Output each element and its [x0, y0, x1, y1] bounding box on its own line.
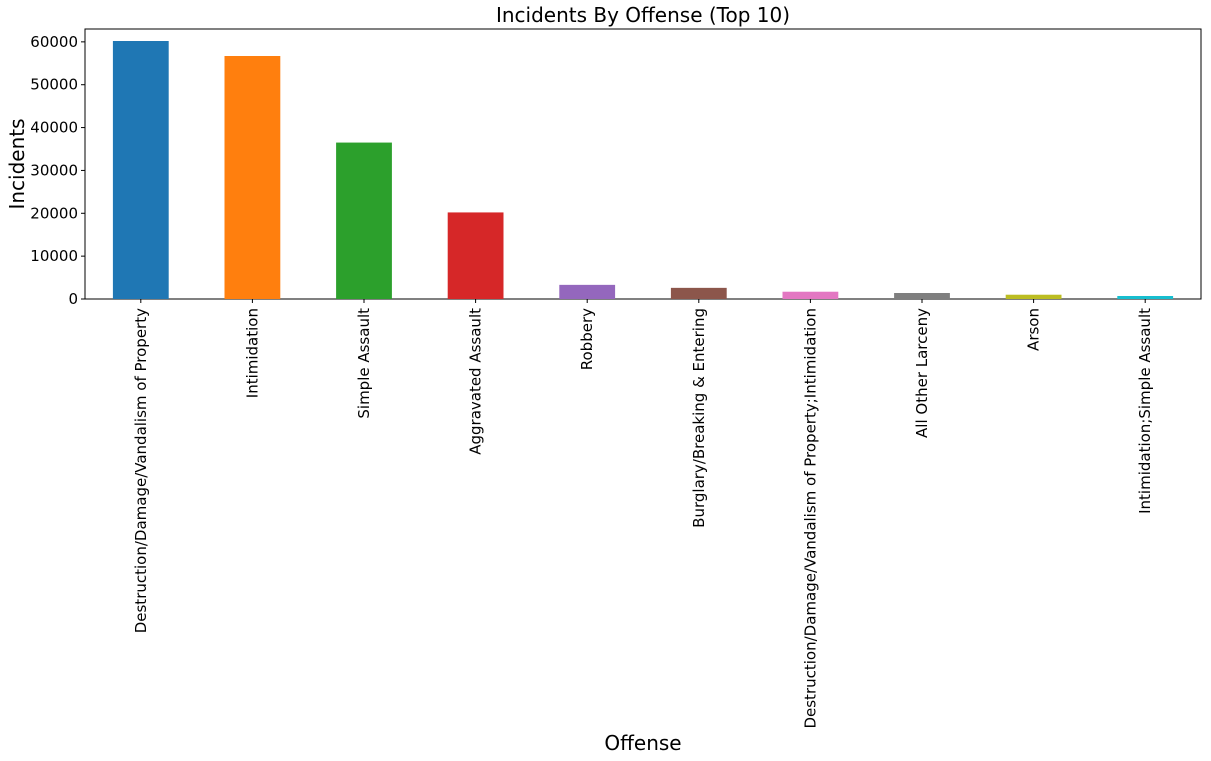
- bars: [112, 41, 1174, 299]
- x-tick-label: Intimidation;Simple Assault: [1136, 308, 1154, 514]
- y-tick-label: 30000: [30, 161, 78, 179]
- x-tick-label: All Other Larceny: [913, 308, 931, 438]
- bar-1: [112, 41, 169, 299]
- x-tick-label: Intimidation: [243, 308, 261, 398]
- plot-area: 0 10000 20000 30000 40000 50000 60000 Destruct…: [30, 28, 1202, 729]
- chart-title: Incidents By Offense (Top 10): [496, 3, 790, 27]
- y-tick-label: 50000: [30, 76, 78, 94]
- y-tick-label: 20000: [30, 204, 78, 222]
- y-tick-label: 60000: [30, 33, 78, 51]
- y-axis-label: Incidents: [5, 118, 29, 209]
- y-tick-label: 40000: [30, 119, 78, 137]
- bar-7: [782, 291, 839, 299]
- y-tick-label: 10000: [30, 247, 78, 265]
- x-tick-label: Simple Assault: [355, 308, 373, 419]
- bar-9: [1005, 294, 1062, 299]
- bar-4: [447, 212, 504, 299]
- y-axis-ticks: 0 10000 20000 30000 40000 50000 60000: [30, 33, 85, 308]
- x-tick-label: Aggravated Assault: [467, 308, 485, 455]
- x-tick-label: Burglary/Breaking & Entering: [690, 308, 708, 528]
- x-tick-label: Robbery: [578, 308, 596, 370]
- plot-frame: [84, 28, 1202, 300]
- x-axis-label: Offense: [604, 731, 681, 755]
- y-tick-label: 0: [68, 290, 78, 308]
- bar-3: [336, 142, 392, 299]
- bar-5: [559, 284, 616, 299]
- bar-2: [224, 56, 281, 299]
- x-tick-label: Arson: [1025, 308, 1043, 351]
- bar-10: [1117, 296, 1174, 299]
- x-tick-label: Destruction/Damage/Vandalism of Property: [132, 308, 150, 633]
- x-tick-label: Destruction/Damage/Vandalism of Property…: [801, 308, 819, 729]
- x-axis-ticks: Destruction/Damage/Vandalism of Property…: [132, 299, 1154, 729]
- bar-8: [894, 293, 950, 299]
- bar-6: [670, 287, 727, 299]
